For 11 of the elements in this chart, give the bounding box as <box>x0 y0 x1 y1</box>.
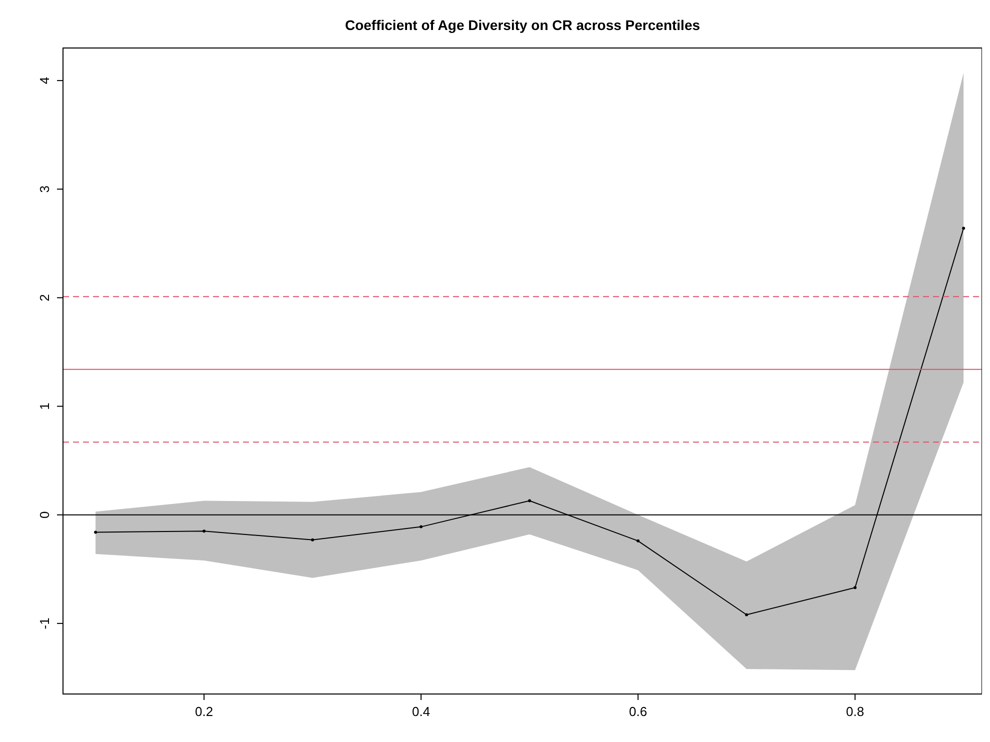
x-tick-label: 0.4 <box>412 704 430 719</box>
chart-title: Coefficient of Age Diversity on CR across Percentiles <box>344 17 700 33</box>
y-tick-label: 0 <box>37 511 52 518</box>
x-tick-label: 0.6 <box>629 704 648 719</box>
y-tick-label: 3 <box>37 186 52 193</box>
x-tick-label: 0.2 <box>195 704 214 719</box>
y-tick-label: -1 <box>37 618 52 630</box>
x-tick-label: 0.8 <box>846 704 864 719</box>
y-tick-label: 4 <box>37 76 52 84</box>
y-tick-label: 1 <box>37 402 52 410</box>
y-tick-label: 2 <box>37 294 52 302</box>
